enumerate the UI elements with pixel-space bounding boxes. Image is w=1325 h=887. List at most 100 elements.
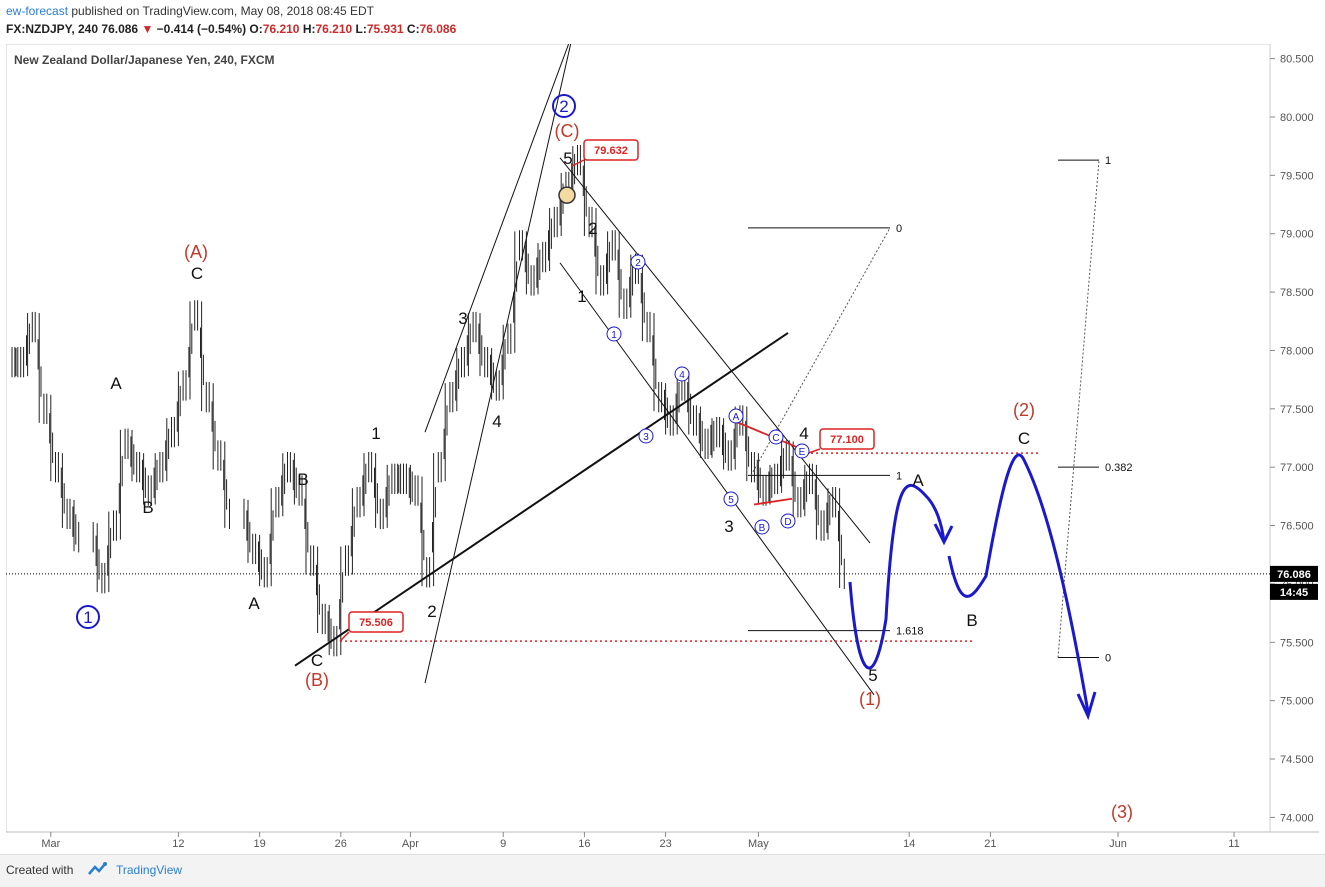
black-wave-label: 1 xyxy=(371,424,380,443)
small-wave-label: 4 xyxy=(679,370,685,381)
resistance-callout: 77.100 xyxy=(830,434,864,446)
small-wave-ring xyxy=(728,408,744,424)
close-value: 76.086 xyxy=(419,22,457,36)
footer-bar: Created with TradingView xyxy=(0,854,1325,887)
highlight-circle xyxy=(558,186,576,204)
x-tick-label: Jun xyxy=(1109,838,1127,850)
symbol-label: FX:NZDJPY, 240 xyxy=(6,22,99,36)
x-tick-label: 26 xyxy=(335,838,347,850)
change-text: −0.414 (−0.54%) xyxy=(156,22,247,36)
low-callout-pointer xyxy=(339,631,350,642)
high-label: H: xyxy=(302,22,316,36)
y-tick-label: 76.500 xyxy=(1280,521,1314,533)
close-label: C: xyxy=(406,22,420,36)
fib-label: 1 xyxy=(896,470,902,482)
fib-label: 1 xyxy=(1105,155,1111,167)
countdown-tag-box xyxy=(1270,583,1318,600)
x-tick-label: 21 xyxy=(984,838,996,850)
fib-label: 0 xyxy=(1105,652,1111,664)
published-text: published on TradingView.com, May 08, 20… xyxy=(71,4,375,18)
black-wave-label: 2 xyxy=(427,602,436,621)
black-wave-label: B xyxy=(142,498,153,517)
red-wave-label: (3) xyxy=(1111,802,1133,822)
small-wave-label: B xyxy=(759,523,766,534)
small-wave-ring xyxy=(723,491,739,507)
y-tick-label: 77.500 xyxy=(1280,404,1314,416)
x-tick-label: 16 xyxy=(578,838,590,850)
author-link[interactable]: ew-forecast xyxy=(6,4,69,18)
y-tick-label: 74.000 xyxy=(1280,812,1314,824)
low-callout-box xyxy=(348,611,404,633)
tradingview-brand[interactable]: TradingView xyxy=(116,863,183,877)
black-wave-label: 2 xyxy=(588,219,597,238)
red-triangle-line-lower xyxy=(753,497,793,506)
resistance-callout-pointer xyxy=(807,448,821,454)
quote-line: FX:NZDJPY, 240 76.086 ▼ −0.414 (−0.54%) … xyxy=(6,22,456,36)
channel-line-upper xyxy=(424,44,570,433)
x-tick-label: Apr xyxy=(402,838,419,850)
red-wave-label: (B) xyxy=(305,670,329,690)
black-wave-label: 1 xyxy=(577,287,586,306)
y-tick-label: 79.000 xyxy=(1280,229,1314,241)
red-wave-label: (C) xyxy=(555,121,580,141)
wave-circle-1: 1 xyxy=(83,608,92,627)
small-wave-label: 5 xyxy=(728,495,734,506)
fib-label: 1.618 xyxy=(896,626,924,638)
resistance-callout-box xyxy=(819,428,875,450)
chart-title: New Zealand Dollar/Japanese Yen, 240, FX… xyxy=(14,53,275,67)
header-bar: ew-forecast published on TradingView.com… xyxy=(0,0,1325,40)
black-wave-label: 4 xyxy=(492,412,501,431)
projection-arrow-down-icon xyxy=(1076,691,1097,721)
small-wave-label: 2 xyxy=(635,258,641,269)
y-tick-label: 75.500 xyxy=(1280,637,1314,649)
black-wave-label: C xyxy=(191,264,203,283)
y-tick-label: 78.000 xyxy=(1280,345,1314,357)
high-callout-pointer xyxy=(571,159,585,167)
chart-svg[interactable]: New Zealand Dollar/Japanese Yen, 240, FX… xyxy=(6,44,1319,852)
y-tick-label: 80.000 xyxy=(1280,112,1314,124)
fib-label: 0.382 xyxy=(1105,462,1133,474)
wave-circle-2-ring xyxy=(552,94,576,118)
open-value: 76.210 xyxy=(262,22,300,36)
tradingview-logo-icon[interactable] xyxy=(88,861,110,879)
fib-label: 0 xyxy=(896,223,902,235)
small-wave-ring xyxy=(638,428,654,444)
black-wave-label: 5 xyxy=(563,149,572,168)
red-wave-label: (2) xyxy=(1013,400,1035,420)
red-wave-label: (1) xyxy=(859,689,881,709)
channel-line-left xyxy=(424,44,572,684)
y-tick-label: 75.000 xyxy=(1280,696,1314,708)
small-wave-label: D xyxy=(784,517,791,528)
fib-dotted-diagonal xyxy=(750,227,891,476)
small-wave-label: C xyxy=(772,433,779,444)
black-wave-label: A xyxy=(248,594,260,613)
x-tick-label: 14 xyxy=(903,838,915,850)
wave-circle-2: 2 xyxy=(559,97,568,116)
x-tick-label: 19 xyxy=(253,838,265,850)
black-wave-label: A xyxy=(912,471,924,490)
last-price-tag-box xyxy=(1270,565,1318,582)
high-value: 76.210 xyxy=(315,22,353,36)
low-value: 75.931 xyxy=(366,22,404,36)
small-wave-ring xyxy=(768,429,784,445)
open-label: O: xyxy=(249,22,263,36)
small-wave-ring xyxy=(606,326,622,342)
small-wave-ring xyxy=(754,519,770,535)
wave-circle-1-ring xyxy=(76,605,100,629)
last-price-tag: 76.086 xyxy=(1277,569,1311,581)
plot-frame xyxy=(6,44,1271,833)
countdown-tag: 14:45 xyxy=(1280,587,1308,599)
red-triangle-line-upper xyxy=(732,419,804,451)
projection-arrow-small-icon xyxy=(933,523,954,546)
x-tick-label: Mar xyxy=(41,838,60,850)
x-tick-label: 9 xyxy=(500,838,506,850)
small-wave-label: 3 xyxy=(643,432,649,443)
y-tick-label: 77.000 xyxy=(1280,462,1314,474)
high-callout-box xyxy=(583,139,639,161)
chart-area[interactable]: New Zealand Dollar/Japanese Yen, 240, FX… xyxy=(6,44,1319,852)
x-tick-label: 23 xyxy=(659,838,671,850)
black-wave-label: A xyxy=(110,374,122,393)
last-price: 76.086 xyxy=(101,22,139,36)
black-wave-label: 4 xyxy=(799,424,808,443)
descending-channel-upper xyxy=(559,157,871,544)
